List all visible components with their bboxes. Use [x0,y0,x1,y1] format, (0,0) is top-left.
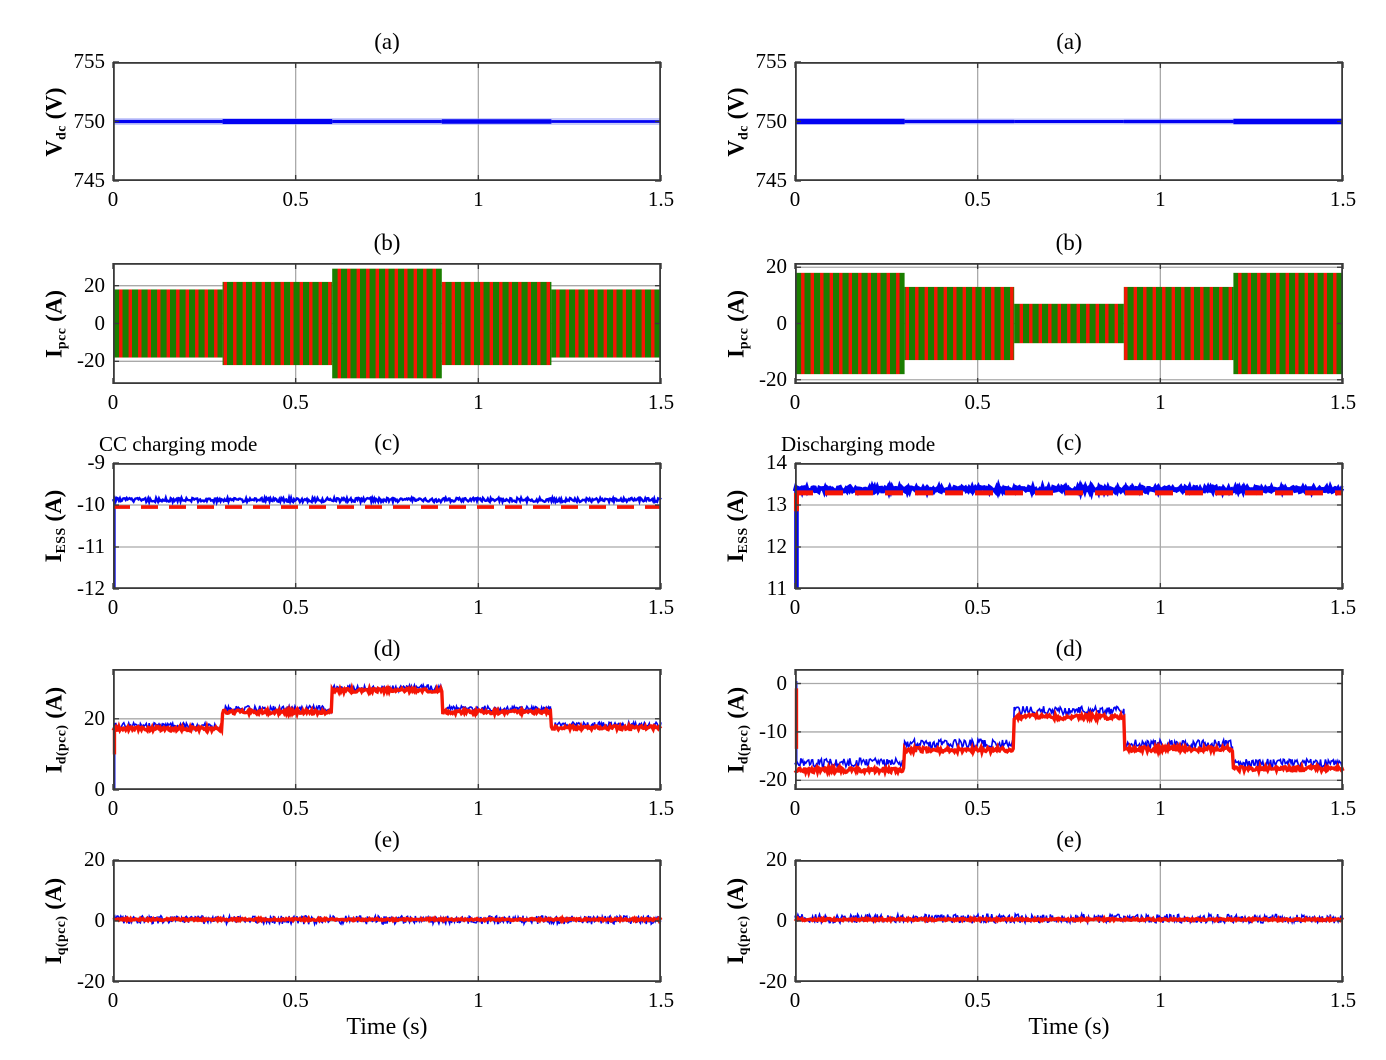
subplot-title: (a) [374,29,400,54]
x-tick-label: 1 [473,988,484,1012]
y-tick-label: -11 [77,534,105,558]
x-tick-label: 0.5 [964,390,991,414]
subplot-title: (b) [373,230,401,255]
y-tick-label: -12 [77,576,105,600]
subplot-title: (c) [1056,430,1082,455]
y-tick-label: -10 [759,718,787,743]
y-tick-label: -10 [77,492,105,516]
plot-area-right-a [794,61,1344,182]
subplot-title: (a) [1056,29,1082,54]
x-tick-label: 1 [473,595,484,619]
x-tick-label: 0 [789,595,801,619]
subplot-title: (d) [1055,636,1083,661]
mode-label: CC charging mode [99,432,258,456]
y-tick-label: 745 [755,168,788,192]
plot-area-right-c [792,462,1345,590]
x-tick-label: 1.5 [1329,187,1357,211]
subplot-title: (c) [374,430,400,455]
y-tick-label: 750 [755,108,788,133]
subplot-title: (d) [373,636,401,661]
y-tick-label: 11 [766,576,787,600]
x-tick-label: 0.5 [964,595,991,619]
x-tick-label: 0 [107,390,119,414]
plot-area-left-b [112,262,662,384]
x-tick-label: 0.5 [282,187,309,211]
y-tick-label: 745 [73,168,106,192]
y-tick-label: 755 [73,49,106,73]
subplot-title: (b) [1055,230,1083,255]
x-tick-label: 1 [473,187,484,211]
x-tick-label: 1.5 [647,187,675,211]
y-tick-label: 20 [84,847,105,871]
x-tick-label: 0 [789,988,801,1012]
x-tick-label: 0.5 [964,988,991,1012]
x-tick-label: 0.5 [964,796,991,820]
x-tick-label: 0.5 [282,988,309,1012]
x-tick-label: 0 [107,187,119,211]
x-tick-label: 1.5 [647,796,675,820]
y-tick-label: 0 [776,908,788,932]
x-tick-label: 1.5 [1329,595,1357,619]
plot-area-right-e [793,859,1345,983]
x-tick-label: 0 [789,796,801,820]
x-tick-label: 1.5 [647,988,675,1012]
y-tick-label: -20 [759,767,787,792]
y-tick-label: -9 [87,450,106,474]
mode-label: Discharging mode [781,432,936,456]
y-tick-label: 755 [755,49,788,73]
x-tick-label: 0.5 [282,390,309,414]
y-tick-label: -20 [759,366,787,391]
x-tick-label: 0 [107,988,119,1012]
y-tick-label: 20 [84,272,105,297]
x-axis-label: Time (s) [1028,1014,1110,1040]
y-tick-label: 12 [766,534,787,558]
plot-area-left-e [112,859,663,983]
x-tick-label: 1 [473,390,484,414]
x-tick-label: 1.5 [1329,796,1357,820]
y-tick-label: -20 [77,348,105,373]
x-tick-label: 1 [1155,796,1166,820]
subplot-title: (e) [1056,827,1082,852]
x-tick-label: 0.5 [964,187,991,211]
subplot-title: (e) [374,827,400,852]
x-tick-label: 1 [1155,988,1166,1012]
x-tick-label: 0.5 [282,796,309,820]
x-tick-label: 0.5 [282,595,309,619]
x-tick-label: 1.5 [647,390,675,414]
x-tick-label: 1.5 [647,595,675,619]
y-tick-label: 750 [73,108,106,133]
y-tick-label: 0 [776,310,788,335]
x-tick-label: 1 [1155,595,1166,619]
y-tick-label: 20 [766,254,787,279]
y-tick-label: 0 [94,777,106,801]
plot-area-left-a [112,61,662,182]
y-tick-label: 0 [94,908,106,932]
x-tick-label: 0 [107,595,119,619]
x-tick-label: 1 [1155,187,1166,211]
x-tick-label: 0 [789,187,801,211]
x-tick-label: 1.5 [1329,390,1357,414]
plot-area-right-b [794,262,1344,384]
plot-area-left-c [111,462,662,590]
y-tick-label: 0 [94,310,106,335]
plot-area-right-d [793,668,1345,790]
x-tick-label: 1.5 [1329,988,1357,1012]
y-tick-label: 20 [766,847,787,871]
plot-area-left-d [111,668,663,791]
x-tick-label: 0 [107,796,119,820]
x-tick-label: 0 [789,390,801,414]
y-tick-label: 0 [776,670,788,695]
y-tick-label: 13 [766,492,787,516]
y-tick-label: -20 [759,969,787,993]
y-tick-label: -20 [77,969,105,993]
x-tick-label: 1 [1155,390,1166,414]
x-axis-label: Time (s) [346,1014,428,1040]
y-tick-label: 20 [84,705,105,730]
y-tick-label: 14 [766,450,787,474]
x-tick-label: 1 [473,796,484,820]
